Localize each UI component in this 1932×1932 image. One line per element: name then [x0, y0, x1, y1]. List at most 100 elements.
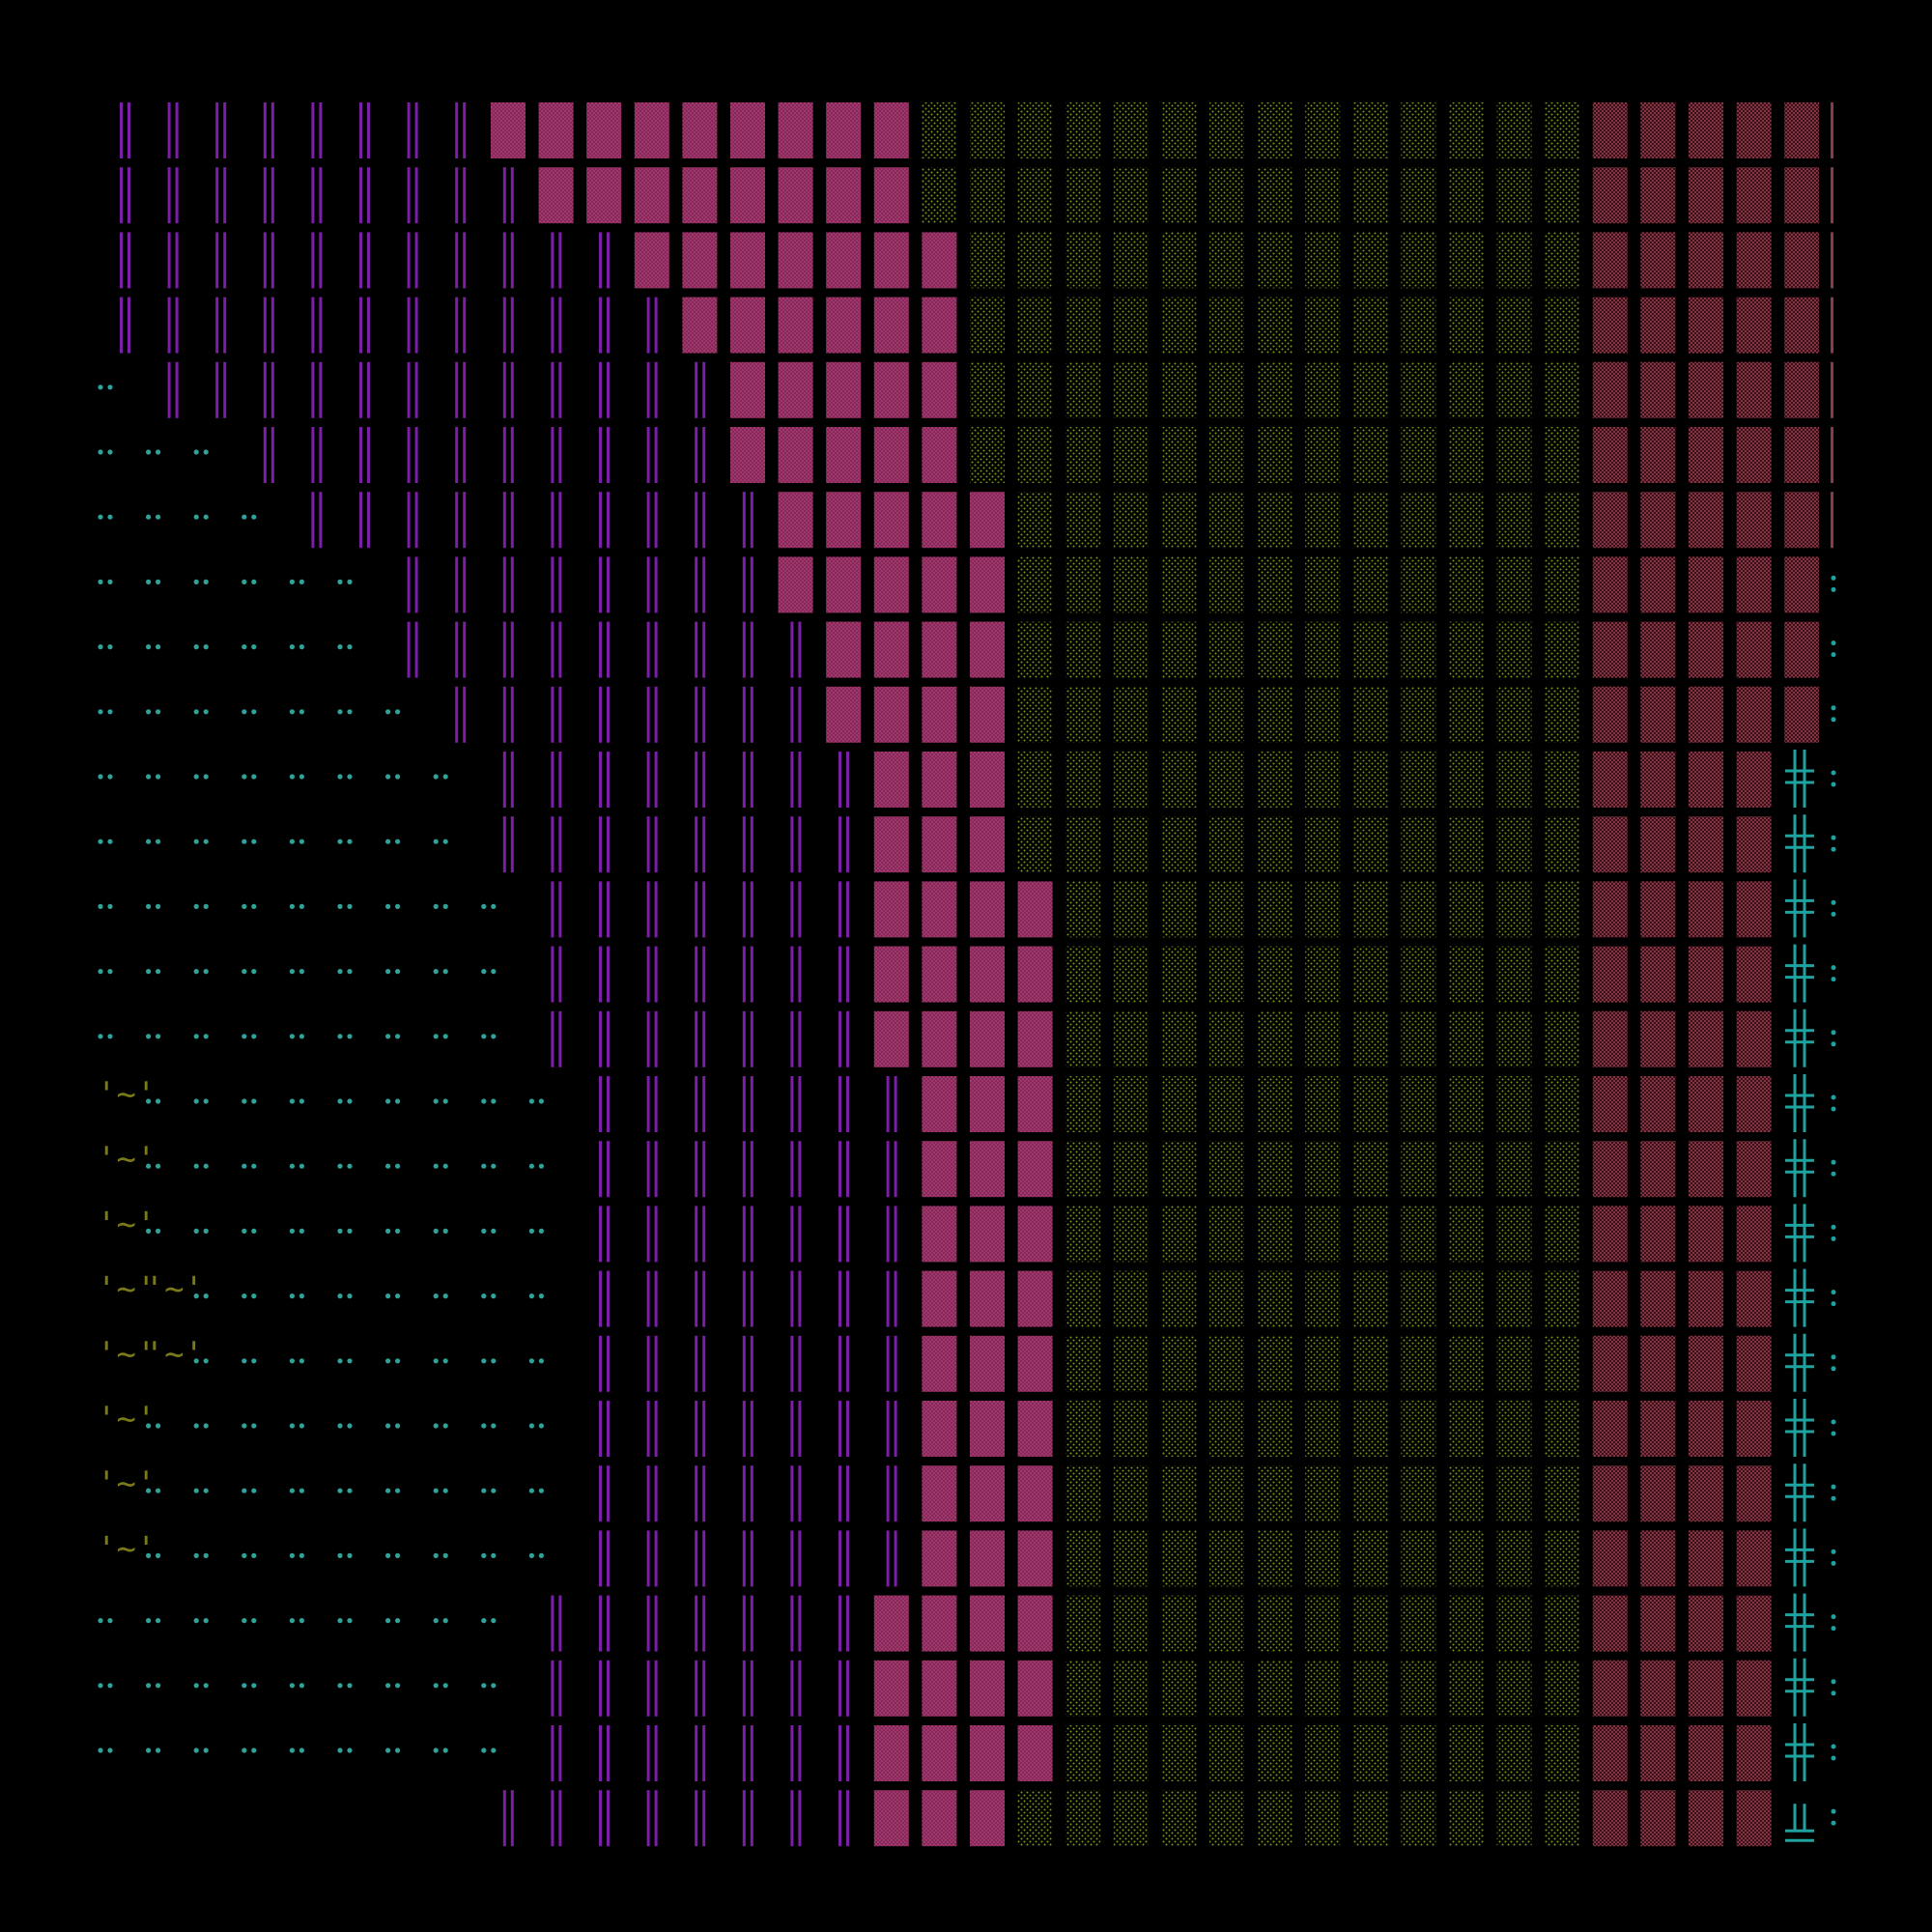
- light-shade-glyph: [1352, 1595, 1388, 1652]
- cross-glyph: [1785, 879, 1814, 938]
- light-shade-glyph: [1113, 621, 1149, 678]
- dot-glyph: [203, 1747, 209, 1753]
- dot-glyph: [146, 969, 152, 975]
- dot-glyph: [385, 709, 391, 715]
- dot-glyph: [337, 709, 343, 715]
- dense-block-glyph: [922, 1530, 957, 1587]
- light-shade-glyph: [1113, 1790, 1149, 1847]
- double-bar-glyph: [270, 232, 274, 289]
- dot-glyph: [491, 903, 497, 910]
- double-bar-glyph: [742, 1270, 746, 1327]
- light-shade-glyph: [1305, 1335, 1341, 1392]
- dot-glyph: [98, 514, 103, 520]
- dot-glyph: [298, 903, 304, 910]
- double-bar-glyph: [607, 1076, 610, 1132]
- light-shade-glyph: [1113, 752, 1149, 808]
- colon-glyph: [1831, 640, 1836, 646]
- dot-glyph: [442, 1683, 448, 1689]
- medium-shade-glyph: [1640, 232, 1676, 289]
- light-shade-glyph: [1352, 297, 1388, 354]
- dot-glyph: [98, 1683, 103, 1689]
- tilde-face-glyph: '~': [145, 1270, 204, 1309]
- medium-shade-glyph: [1640, 1076, 1676, 1132]
- dot-glyph: [156, 1163, 161, 1169]
- dot-glyph: [107, 644, 113, 650]
- light-shade-glyph: [1496, 1595, 1532, 1652]
- light-shade-glyph: [1113, 1465, 1149, 1522]
- double-bar-glyph: [702, 686, 706, 743]
- dot-glyph: [528, 1163, 535, 1169]
- dot-glyph: [251, 1683, 257, 1689]
- dense-block-glyph: [586, 102, 622, 158]
- double-bar-glyph: [646, 1725, 650, 1781]
- edge-shade-glyph: [1831, 297, 1833, 354]
- dot-glyph: [481, 1618, 487, 1624]
- dot-glyph: [107, 579, 113, 585]
- double-bar-glyph: [359, 361, 362, 418]
- dense-block-glyph: [873, 427, 909, 483]
- dot-glyph: [491, 1423, 497, 1429]
- dot-glyph: [242, 1293, 247, 1299]
- double-bar-glyph: [790, 816, 794, 873]
- dense-block-glyph: [730, 297, 765, 354]
- colon-glyph: [1831, 977, 1836, 982]
- dot-glyph: [433, 1163, 439, 1169]
- dot-glyph: [298, 1163, 304, 1169]
- double-bar-glyph: [607, 816, 610, 873]
- dot-glyph: [146, 1683, 152, 1689]
- double-bar-glyph: [551, 1660, 554, 1717]
- light-shade-glyph: [1449, 752, 1484, 808]
- light-shade-glyph: [1113, 102, 1149, 158]
- double-bar-glyph: [646, 427, 650, 483]
- dot-glyph: [251, 774, 257, 780]
- dense-block-glyph: [873, 297, 909, 354]
- dense-block-glyph: [922, 946, 957, 1003]
- light-shade-glyph: [1401, 1725, 1436, 1781]
- dot-glyph: [395, 1034, 401, 1039]
- dot-glyph: [98, 1618, 103, 1624]
- dot-glyph: [385, 1293, 391, 1299]
- dot-glyph: [433, 774, 439, 780]
- double-bar-glyph: [414, 102, 418, 158]
- dot-glyph: [242, 1552, 247, 1558]
- medium-shade-glyph: [1592, 1530, 1628, 1587]
- light-shade-glyph: [1017, 102, 1053, 158]
- light-shade-glyph: [1209, 1141, 1244, 1198]
- double-bar-glyph: [750, 946, 753, 1003]
- double-bar-glyph: [551, 556, 554, 613]
- light-shade-glyph: [1017, 556, 1053, 613]
- dot-glyph: [298, 1098, 304, 1104]
- light-shade-glyph: [1496, 492, 1532, 549]
- double-bar-glyph: [654, 1141, 658, 1198]
- colon-glyph: [1831, 1030, 1836, 1036]
- light-shade-glyph: [1065, 232, 1101, 289]
- double-bar-glyph: [407, 102, 411, 158]
- double-bar-glyph: [838, 1401, 841, 1457]
- dot-glyph: [395, 903, 401, 910]
- double-bar-glyph: [502, 361, 506, 418]
- colon-glyph: [1831, 781, 1836, 787]
- double-bar-glyph: [359, 167, 362, 224]
- double-bar-glyph: [750, 1401, 753, 1457]
- light-shade-glyph: [1161, 1076, 1197, 1132]
- double-bar-glyph: [607, 427, 610, 483]
- double-bar-glyph: [654, 621, 658, 678]
- light-shade-glyph: [1209, 492, 1244, 549]
- light-shade-glyph: [1257, 1595, 1293, 1652]
- double-bar-glyph: [359, 102, 362, 158]
- dot-glyph: [347, 1747, 353, 1753]
- dot-glyph: [337, 1552, 343, 1558]
- double-bar-glyph: [846, 946, 849, 1003]
- dot-glyph: [98, 1034, 103, 1039]
- double-bar-glyph: [367, 102, 370, 158]
- dense-block-glyph: [634, 232, 669, 289]
- light-shade-glyph: [1352, 946, 1388, 1003]
- medium-shade-glyph: [1689, 492, 1723, 549]
- medium-shade-glyph: [1736, 167, 1772, 224]
- cross-glyph: [1785, 1204, 1814, 1263]
- light-shade-glyph: [1209, 361, 1244, 418]
- double-bar-glyph: [654, 1076, 658, 1132]
- double-bar-glyph: [654, 816, 658, 873]
- dot-glyph: [347, 579, 353, 585]
- light-shade-glyph: [1496, 1530, 1532, 1587]
